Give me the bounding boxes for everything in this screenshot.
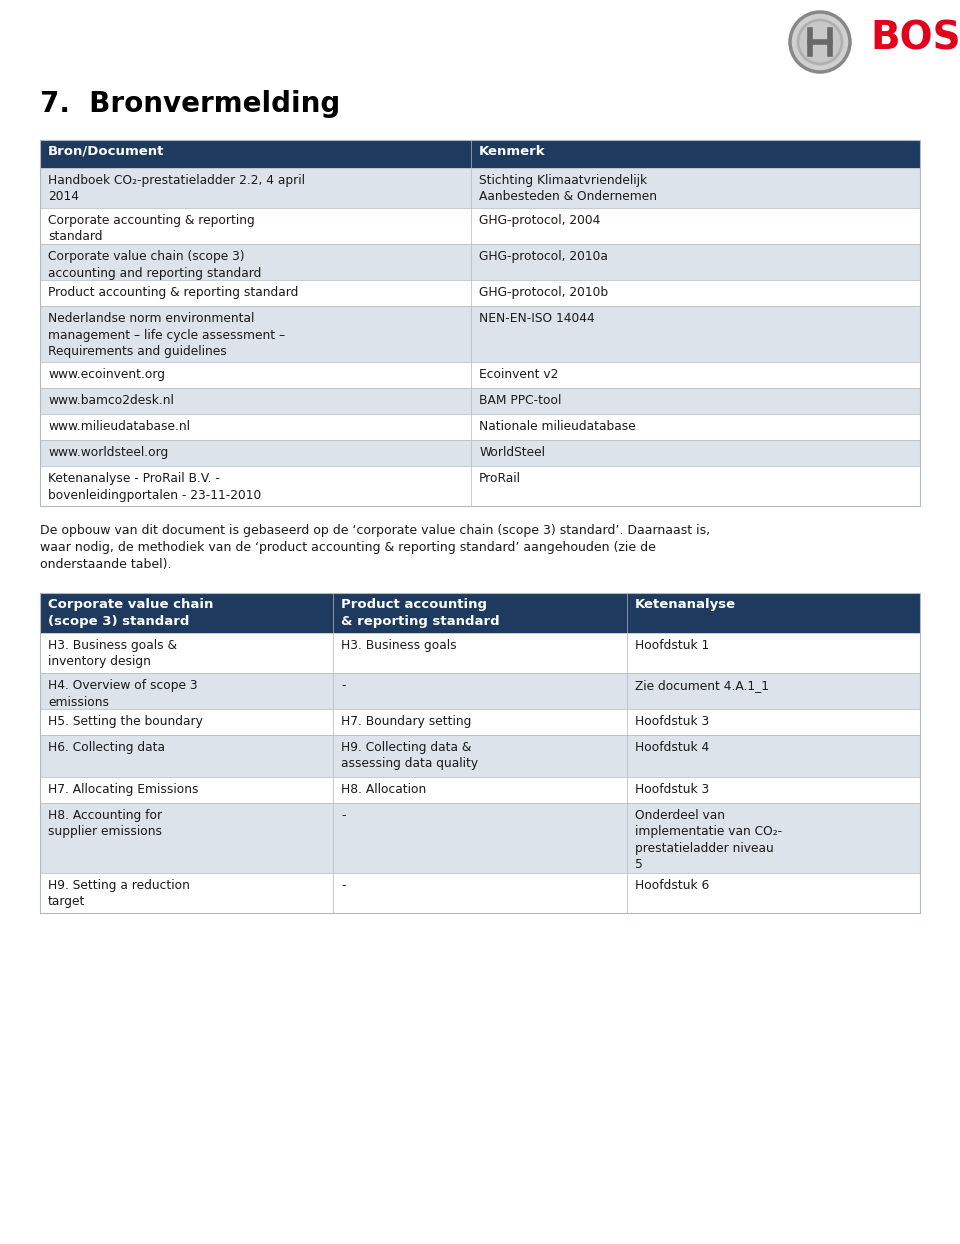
Text: De opbouw van dit document is gebaseerd op de ‘corporate value chain (scope 3) s: De opbouw van dit document is gebaseerd … xyxy=(40,524,710,537)
Text: Corporate value chain (scope 3)
accounting and reporting standard: Corporate value chain (scope 3) accounti… xyxy=(48,250,261,280)
Text: H6. Collecting data: H6. Collecting data xyxy=(48,741,165,754)
Text: www.worldsteel.org: www.worldsteel.org xyxy=(48,447,168,459)
Text: ProRail: ProRail xyxy=(479,471,521,485)
Text: Product accounting
& reporting standard: Product accounting & reporting standard xyxy=(342,598,500,627)
Text: GHG-protocol, 2010a: GHG-protocol, 2010a xyxy=(479,250,608,262)
Text: www.ecoinvent.org: www.ecoinvent.org xyxy=(48,368,165,381)
Text: H8. Accounting for
supplier emissions: H8. Accounting for supplier emissions xyxy=(48,809,162,838)
Text: H3. Business goals: H3. Business goals xyxy=(342,639,457,652)
Text: BAM PPC-tool: BAM PPC-tool xyxy=(479,394,562,407)
Text: Hoofdstuk 3: Hoofdstuk 3 xyxy=(635,715,708,728)
Bar xyxy=(40,306,920,362)
Bar xyxy=(40,141,920,168)
Text: Ecoinvent v2: Ecoinvent v2 xyxy=(479,368,559,381)
Text: Hoofdstuk 6: Hoofdstuk 6 xyxy=(635,880,708,892)
Text: BOSCH: BOSCH xyxy=(870,20,960,58)
Text: Bron/Document: Bron/Document xyxy=(48,146,164,158)
Text: Product accounting & reporting standard: Product accounting & reporting standard xyxy=(48,286,299,299)
Text: H9. Collecting data &
assessing data quality: H9. Collecting data & assessing data qua… xyxy=(342,741,478,770)
Bar xyxy=(40,593,920,913)
Text: -: - xyxy=(342,880,346,892)
Bar xyxy=(40,208,920,244)
Bar xyxy=(40,633,920,673)
Text: H8. Allocation: H8. Allocation xyxy=(342,782,426,796)
Bar xyxy=(40,593,920,633)
Text: Hoofdstuk 4: Hoofdstuk 4 xyxy=(635,741,708,754)
Text: Nationale milieudatabase: Nationale milieudatabase xyxy=(479,420,636,433)
Text: WorldSteel: WorldSteel xyxy=(479,447,545,459)
Text: Corporate value chain
(scope 3) standard: Corporate value chain (scope 3) standard xyxy=(48,598,213,627)
Text: Handboek CO₂-prestatieladder 2.2, 4 april
2014: Handboek CO₂-prestatieladder 2.2, 4 apri… xyxy=(48,174,305,204)
Bar xyxy=(40,280,920,306)
Text: H5. Setting the boundary: H5. Setting the boundary xyxy=(48,715,203,728)
Bar xyxy=(40,735,920,778)
Bar xyxy=(40,141,920,506)
Circle shape xyxy=(799,21,841,63)
Bar xyxy=(40,778,920,802)
Text: H7. Allocating Emissions: H7. Allocating Emissions xyxy=(48,782,199,796)
Text: Stichting Klimaatvriendelijk
Aanbesteden & Ondernemen: Stichting Klimaatvriendelijk Aanbesteden… xyxy=(479,174,658,204)
Text: Hoofdstuk 1: Hoofdstuk 1 xyxy=(635,639,708,652)
Bar xyxy=(40,244,920,280)
Text: GHG-protocol, 2004: GHG-protocol, 2004 xyxy=(479,214,601,226)
Text: waar nodig, de methodiek van de ‘product accounting & reporting standard’ aangeh: waar nodig, de methodiek van de ‘product… xyxy=(40,541,656,554)
Text: Hoofdstuk 3: Hoofdstuk 3 xyxy=(635,782,708,796)
Bar xyxy=(40,873,920,913)
Text: www.milieudatabase.nl: www.milieudatabase.nl xyxy=(48,420,190,433)
Bar xyxy=(40,673,920,709)
Text: H9. Setting a reduction
target: H9. Setting a reduction target xyxy=(48,880,190,908)
Text: GHG-protocol, 2010b: GHG-protocol, 2010b xyxy=(479,286,609,299)
Text: H3. Business goals &
inventory design: H3. Business goals & inventory design xyxy=(48,639,177,668)
Text: Ketenanalyse - ProRail B.V. -
bovenleidingportalen - 23-11-2010: Ketenanalyse - ProRail B.V. - bovenleidi… xyxy=(48,471,261,501)
Text: H4. Overview of scope 3
emissions: H4. Overview of scope 3 emissions xyxy=(48,679,198,709)
Bar xyxy=(40,802,920,873)
Bar xyxy=(40,362,920,388)
Bar xyxy=(40,709,920,735)
Text: Ketenanalyse: Ketenanalyse xyxy=(635,598,735,611)
Bar xyxy=(40,168,920,208)
Text: Zie document 4.A.1_1: Zie document 4.A.1_1 xyxy=(635,679,769,692)
Text: Nederlandse norm environmental
management – life cycle assessment –
Requirements: Nederlandse norm environmental managemen… xyxy=(48,312,285,358)
Circle shape xyxy=(790,12,850,72)
Bar xyxy=(40,388,920,414)
Text: H7. Boundary setting: H7. Boundary setting xyxy=(342,715,471,728)
Text: NEN-EN-ISO 14044: NEN-EN-ISO 14044 xyxy=(479,312,595,325)
Text: 7.  Bronvermelding: 7. Bronvermelding xyxy=(40,90,340,118)
Text: Corporate accounting & reporting
standard: Corporate accounting & reporting standar… xyxy=(48,214,254,244)
Bar xyxy=(40,466,920,506)
Text: www.bamco2desk.nl: www.bamco2desk.nl xyxy=(48,394,174,407)
Text: -: - xyxy=(342,809,346,822)
Text: onderstaande tabel).: onderstaande tabel). xyxy=(40,559,172,571)
Bar xyxy=(40,414,920,440)
Text: Kenmerk: Kenmerk xyxy=(479,146,546,158)
Text: -: - xyxy=(342,679,346,692)
Text: Onderdeel van
implementatie van CO₂-
prestatieladder niveau
5: Onderdeel van implementatie van CO₂- pre… xyxy=(635,809,781,872)
Bar xyxy=(40,440,920,466)
